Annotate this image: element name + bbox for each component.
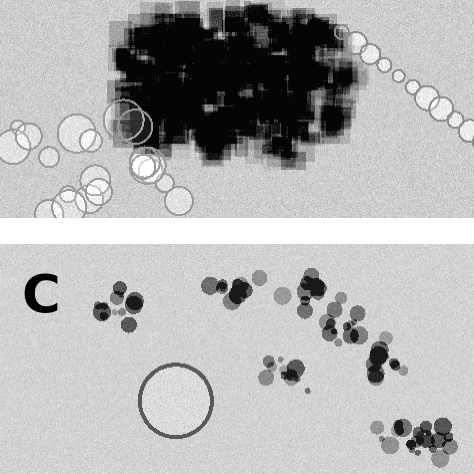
Text: C: C bbox=[21, 272, 60, 324]
